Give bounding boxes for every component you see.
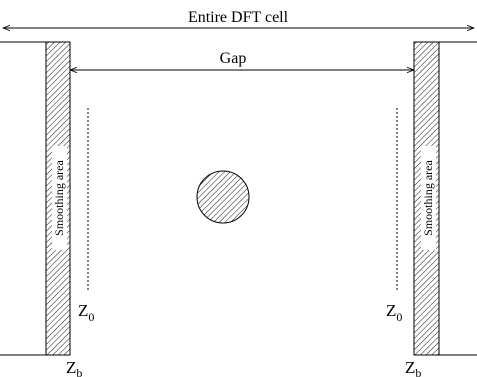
smoothing-area-left-label: Smoothing area [52, 160, 66, 236]
zb-label-right: Zb [405, 358, 421, 377]
smoothing-area-right-label: Smoothing area [421, 160, 435, 236]
z0-label-left: Z0 [78, 301, 94, 324]
entire-cell-label: Entire DFT cell [188, 9, 289, 26]
zb-label-left: Zb [66, 358, 82, 377]
z0-label-right: Z0 [386, 301, 402, 324]
molecule-circle [196, 170, 250, 224]
gap-label: Gap [220, 50, 247, 67]
